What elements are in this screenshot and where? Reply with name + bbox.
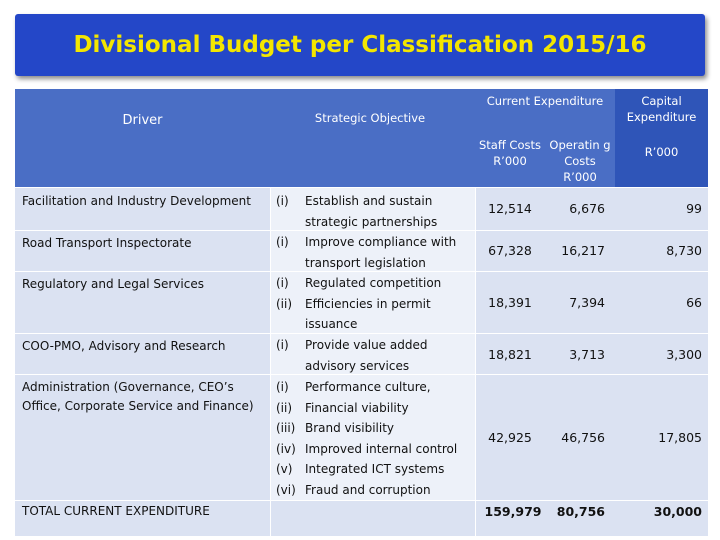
driver-cell: Administration (Governance, CEO’s Office… (22, 380, 254, 413)
header-strategic-objective (270, 89, 475, 187)
header-capital-expenditure (615, 89, 708, 187)
capital-expenditure-value: 66 (686, 295, 702, 310)
total-label: TOTAL CURRENT EXPENDITURE (22, 504, 210, 518)
row-divider (15, 500, 708, 501)
driver-cell: Road Transport Inspectorate (22, 236, 192, 250)
operating-costs-header-label: Operatin g Costs R’000 (549, 138, 611, 184)
title-banner: Divisional Budget per Classification 201… (15, 14, 705, 76)
capital-expenditure-header-label: Capital Expenditure (626, 94, 697, 124)
driver-column-bg (15, 188, 270, 500)
operating-costs-value: 16,217 (561, 243, 605, 258)
objective-numerals: (i) (276, 235, 289, 249)
capital-unit-header-label: R’000 (644, 145, 679, 159)
capital-expenditure-value: 17,805 (658, 430, 702, 445)
operating-costs-value: 7,394 (569, 295, 605, 310)
staff-costs-value: 12,514 (488, 201, 532, 216)
total-row-bg (15, 500, 708, 536)
row-divider (15, 374, 708, 375)
objective-text: Provide value added advisory services (305, 338, 428, 373)
driver-header-label: Driver (122, 113, 163, 128)
total-capital-expenditure: 30,000 (653, 504, 702, 519)
objective-column-bg (270, 188, 475, 500)
objective-numerals: (i) (276, 338, 289, 352)
objective-text: Regulated competition Efficiencies in pe… (305, 276, 442, 331)
objective-numerals: (i) (276, 194, 289, 208)
header-driver (15, 89, 270, 187)
operating-costs-value: 46,756 (561, 430, 605, 445)
driver-cell: Regulatory and Legal Services (22, 277, 204, 291)
objective-text: Performance culture, Financial viability… (305, 380, 458, 497)
capital-expenditure-value: 8,730 (666, 243, 702, 258)
values-column-bg (475, 188, 708, 500)
objective-text: Improve compliance with transport legisl… (305, 235, 457, 270)
capital-expenditure-value: 99 (686, 201, 702, 216)
total-operating-costs: 80,756 (556, 504, 605, 519)
staff-costs-value: 42,925 (488, 430, 532, 445)
staff-costs-value: 18,821 (488, 347, 532, 362)
staff-costs-value: 18,391 (488, 295, 532, 310)
objective-numerals: (i) (ii) (276, 276, 293, 311)
header-current-expenditure (475, 89, 615, 187)
objective-text: Establish and sustain strategic partners… (305, 194, 438, 229)
staff-costs-header-label: Staff Costs R’000 (479, 138, 541, 168)
page-title: Divisional Budget per Classification 201… (73, 32, 647, 58)
operating-costs-value: 3,713 (569, 347, 605, 362)
operating-costs-value: 6,676 (569, 201, 605, 216)
row-divider (15, 230, 708, 231)
total-staff-costs: 159,979 (484, 504, 542, 519)
row-divider (15, 333, 708, 334)
column-divider (475, 188, 476, 536)
driver-cell: Facilitation and Industry Development (22, 194, 251, 208)
row-divider (15, 271, 708, 272)
driver-cell: COO-PMO, Advisory and Research (22, 339, 226, 353)
objective-numerals: (i) (ii) (iii) (iv) (v) (vi) (276, 380, 296, 497)
strategic-objective-header-label: Strategic Objective (314, 111, 426, 125)
column-divider (270, 188, 271, 536)
current-expenditure-header-label: Current Expenditure (486, 94, 604, 108)
capital-expenditure-value: 3,300 (666, 347, 702, 362)
staff-costs-value: 67,328 (488, 243, 532, 258)
